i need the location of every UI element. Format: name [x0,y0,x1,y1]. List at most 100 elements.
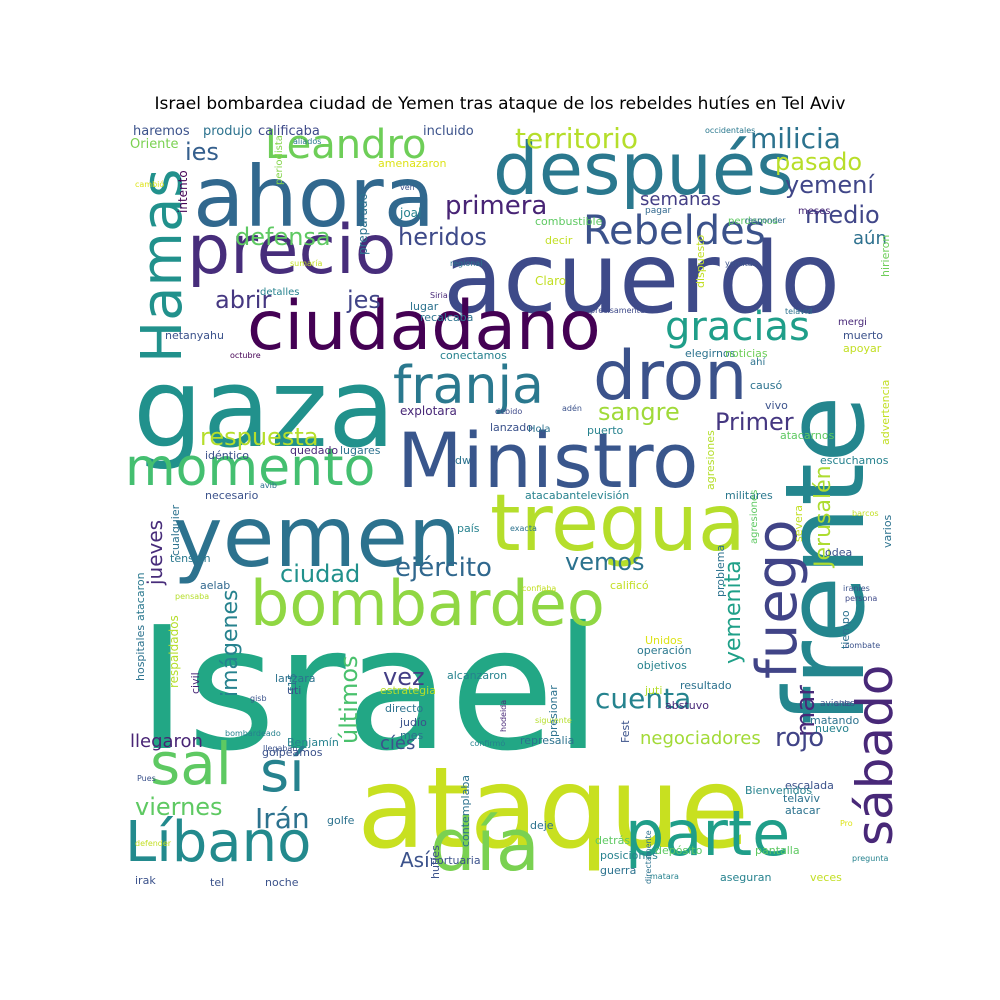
cloud-word: atacarnos [780,429,835,442]
cloud-word: veces [810,871,842,884]
cloud-word: agresiones [749,490,760,545]
cloud-word: Primer [715,408,794,436]
cloud-word: tregua [490,479,746,569]
cloud-word: represalia [520,734,575,747]
cloud-word: yemen [173,488,462,586]
cloud-word: debido [495,407,523,416]
cloud-word: abstuvo [665,699,709,712]
cloud-word: heridos [398,223,487,251]
cloud-word: hodeida [499,700,508,733]
cloud-word: dron [593,337,748,416]
cloud-word: dw [455,454,471,467]
cloud-word: pensaba [175,592,210,601]
cloud-word: netanyahu [165,329,224,342]
cloud-word: varios [881,515,894,549]
cloud-word: sangre [598,398,680,426]
cloud-word: alcanzaron [447,669,508,682]
cloud-word: decir [545,234,573,247]
cloud-word: país [457,522,480,535]
cloud-word: después [493,127,794,211]
cloud-word: civil [189,672,202,694]
cloud-word: negociadores [640,728,761,749]
cloud-word: lanzado [490,421,533,434]
cloud-word: Rebeldes [583,208,766,254]
cloud-word: bombardeo [250,567,605,640]
cloud-word: amenazaron [378,157,447,170]
cloud-word: defensa [235,223,331,251]
cloud-word: Bienvenidos [745,784,813,797]
cloud-word: octubre [230,351,261,360]
cloud-word: advertencia [879,380,892,446]
cloud-word: precisamente [590,306,645,315]
cloud-word: cualquier [169,505,182,557]
cloud-word: deje [530,819,554,832]
cloud-word: calificó [610,579,649,592]
cloud-word: directo [385,702,424,715]
cloud-word: vez [383,663,425,691]
cloud-word: yemitas [725,259,757,268]
cloud-word: Irán [255,802,310,835]
cloud-word: elegirnos [685,347,736,360]
cloud-word: judío [400,716,427,729]
cloud-word: yemení [785,171,874,199]
cloud-word: combustible [535,215,603,228]
cloud-word: aviones [820,699,855,709]
cloud-word: necesario [205,489,259,502]
cloud-word: explotara [400,404,457,418]
cloud-word: Fest [619,720,632,743]
cloud-word: escalada [785,779,834,792]
cloud-word: pagar [645,206,672,216]
cloud-word: resultado [680,679,732,692]
cloud-word: militares [725,489,773,502]
cloud-word: Benjamín [287,736,339,749]
cloud-word: Siria [430,291,448,300]
cloud-word: problema [714,545,727,598]
cloud-word: hirieron [879,235,892,278]
cloud-word: confirmó [470,739,506,748]
cloud-word: lugares [340,444,381,457]
cloud-word: golpeamos [262,746,323,759]
cloud-word: atacaron [134,572,147,621]
cloud-word: sumaría [290,259,323,268]
cloud-word: vivo [765,399,788,412]
cloud-word: periodista [274,135,285,185]
cloud-word: atacabantelevisión [525,489,630,502]
cloud-word: depósito [655,844,703,857]
cloud-word: muerto [843,329,884,342]
cloud-word: odea [825,546,853,559]
cloud-word: preparado [356,193,370,255]
cloud-word: mergi [838,317,867,328]
cloud-word: llegaban [263,744,298,753]
cloud-word: Pro [840,819,853,828]
cloud-word: aseguran [720,871,772,884]
cloud-word: aún [853,228,887,249]
cloud-word: responder [745,216,786,225]
cloud-word: detrás [595,834,631,847]
cloud-word: parte [625,797,791,870]
cloud-word: avib [260,481,277,490]
cloud-word: lugar [410,300,439,313]
cloud-word: gaza [133,344,396,472]
cloud-word: jueves [143,520,167,586]
cloud-word: primera [445,191,548,221]
cloud-word: vemos [565,548,645,576]
cloud-word: ataque [357,744,750,874]
cloud-word: meses [798,206,831,217]
cloud-word: imágenes [218,590,243,698]
cloud-word: guerra [600,864,637,877]
cloud-word: idéntico [205,449,249,462]
cloud-word: portuaria [430,854,481,867]
cloud-word: jes [347,286,381,314]
cloud-word: Hola [528,424,551,435]
cloud-word: occidentales [705,126,756,135]
cloud-word: ciudadano [247,287,601,366]
cloud-word: medio [805,201,880,229]
cloud-word: operación [637,644,692,657]
cloud-word: sí [260,740,305,805]
cloud-word: Claro [535,274,567,288]
cloud-word: llegaron [130,731,203,752]
cloud-word: puerto [587,424,624,437]
cloud-word: golfe [327,814,355,827]
cloud-word: exacta [510,524,537,533]
cloud-word: sal [150,730,232,798]
